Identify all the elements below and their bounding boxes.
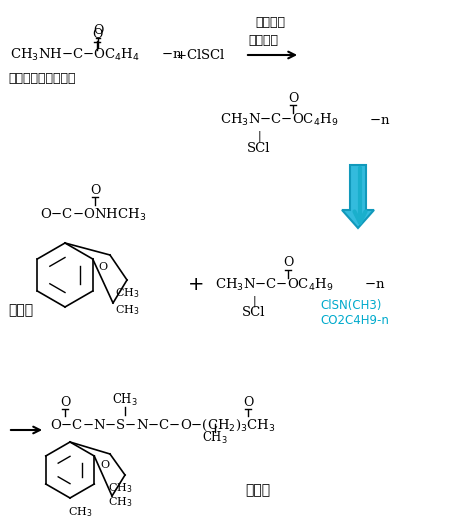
Text: |: | [252,295,256,307]
Text: 二氯化硫: 二氯化硫 [255,15,285,29]
Text: 呋線威: 呋線威 [245,483,270,497]
Text: $-$n: $-$n [360,278,385,291]
Text: SCl: SCl [247,142,271,155]
Text: SCl: SCl [242,306,266,319]
Text: |: | [257,130,261,142]
Text: O: O [92,27,102,41]
Text: CO2C4H9-n: CO2C4H9-n [320,314,389,326]
Text: CH$_3$: CH$_3$ [115,303,140,317]
Text: CH$_3$: CH$_3$ [108,495,133,509]
Text: $+$ClSCl: $+$ClSCl [175,48,225,62]
Text: CH$_3$: CH$_3$ [112,392,138,408]
Text: $-$n: $-$n [157,49,182,61]
Text: CH$_3$: CH$_3$ [108,481,133,495]
Polygon shape [342,165,374,228]
Text: O: O [93,24,103,36]
Text: O: O [90,184,100,196]
Text: O: O [288,91,298,105]
Text: CH$_3$: CH$_3$ [115,286,140,300]
Text: 克百威: 克百威 [8,303,33,317]
Text: O$-$C$-$N$-$S$-$N$-$C$-$O$-$(CH$_2$)$_3$CH$_3$: O$-$C$-$N$-$S$-$N$-$C$-$O$-$(CH$_2$)$_3$… [50,418,276,432]
Text: CH$_3$: CH$_3$ [68,505,92,519]
Text: CH$_3$: CH$_3$ [202,430,228,446]
Text: 二氯化硫: 二氯化硫 [248,33,278,46]
Text: O: O [60,395,70,409]
Text: $-$n: $-$n [365,114,390,127]
Text: CH$_3$N$-$C$-$OC$_4$H$_9$: CH$_3$N$-$C$-$OC$_4$H$_9$ [220,112,338,128]
Text: $+$: $+$ [187,276,203,294]
Text: CH$_3$NH$-$C$-$OC$_4$H$_4$: CH$_3$NH$-$C$-$OC$_4$H$_4$ [10,47,140,63]
Text: CH$_3$N$-$C$-$OC$_4$H$_9$: CH$_3$N$-$C$-$OC$_4$H$_9$ [215,277,333,293]
Text: O: O [283,257,293,269]
Text: O: O [98,262,108,272]
Text: 甲基氨基甲酸正丁酯: 甲基氨基甲酸正丁酯 [8,71,75,84]
Text: O: O [243,395,253,409]
Text: O: O [100,460,109,470]
Text: ClSN(CH3): ClSN(CH3) [320,298,381,312]
Text: O$-$C$-$ONHCH$_3$: O$-$C$-$ONHCH$_3$ [40,207,146,223]
